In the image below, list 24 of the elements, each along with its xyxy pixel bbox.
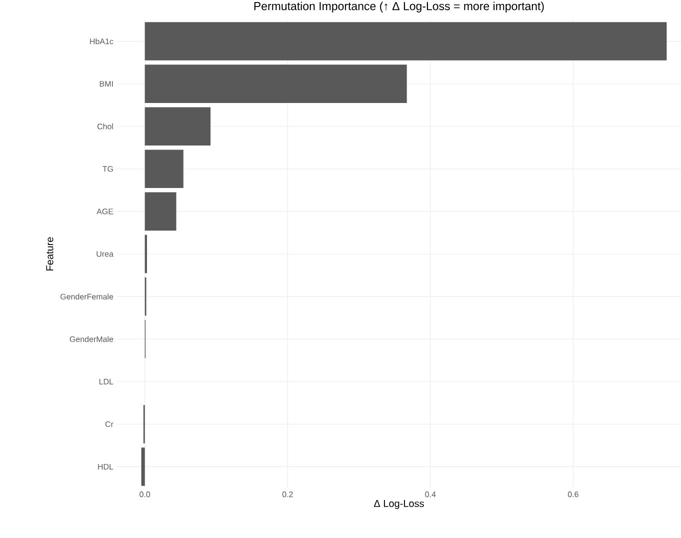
y-tick-label: GenderMale <box>70 336 114 342</box>
y-tick-label: HbA1c <box>90 38 114 44</box>
y-tick-label: Chol <box>97 123 113 130</box>
y-tick-label: Cr <box>105 421 114 428</box>
x-axis-title: Δ Log-Loss <box>374 500 424 510</box>
y-axis-title: Feature <box>46 237 54 270</box>
y-tick-label: Urea <box>96 251 114 257</box>
bar <box>144 192 176 231</box>
bar <box>144 64 407 103</box>
x-tick-label: 0.6 <box>568 492 578 498</box>
y-tick-label: GenderFemale <box>60 294 114 300</box>
bar <box>144 107 211 146</box>
bar <box>144 22 667 60</box>
y-tick-label: TG <box>102 166 113 172</box>
chart-title: Permutation Importance (↑ Δ Log-Loss = more important) <box>254 2 544 12</box>
bar <box>144 150 184 188</box>
y-tick-label: LDL <box>99 378 114 384</box>
y-tick-label: AGE <box>96 208 114 214</box>
x-tick-label: 0.4 <box>425 492 436 498</box>
y-tick-label: HDL <box>98 464 114 470</box>
bar <box>141 448 145 486</box>
x-tick-label: 0.2 <box>282 492 293 498</box>
x-tick-label: 0.0 <box>140 492 150 498</box>
y-tick-label: BMI <box>100 81 113 87</box>
